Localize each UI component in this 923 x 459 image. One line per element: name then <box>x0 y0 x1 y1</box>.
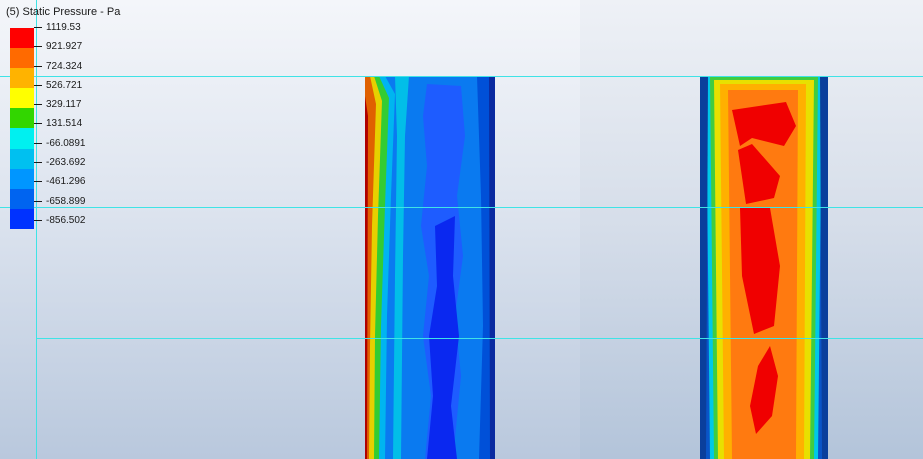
guide-line-horizontal <box>0 207 923 208</box>
legend-swatch <box>10 148 34 169</box>
legend-label: 131.514 <box>34 118 85 137</box>
pressure-band <box>489 76 495 459</box>
legend-swatch <box>10 88 34 109</box>
legend-label: -856.502 <box>34 215 85 234</box>
low-pressure-core <box>427 216 459 459</box>
pressure-band <box>820 76 828 459</box>
guide-line-horizontal <box>36 338 923 339</box>
legend-label: 724.324 <box>34 61 85 80</box>
legend-label: -461.296 <box>34 176 85 195</box>
pressure-band <box>365 96 368 459</box>
legend-label: 329.117 <box>34 99 85 118</box>
legend-label: 526.721 <box>34 80 85 99</box>
legend-swatch <box>10 108 34 129</box>
legend-label: 1119.53 <box>34 22 85 41</box>
high-pressure-core <box>740 208 780 334</box>
legend-swatch <box>10 48 34 69</box>
pressure-band <box>700 76 708 459</box>
left-cylinder-pressure-contour <box>365 76 495 459</box>
legend-swatch <box>10 128 34 149</box>
legend-label: -263.692 <box>34 157 85 176</box>
high-pressure-core <box>738 144 780 204</box>
legend-label: 921.927 <box>34 41 85 60</box>
high-pressure-core <box>732 102 796 146</box>
legend-swatch <box>10 28 34 49</box>
legend-labels: 1119.53 921.927 724.324 526.721 329.117 131.5… <box>34 22 85 234</box>
legend-swatch <box>10 168 34 189</box>
legend-swatch <box>10 68 34 89</box>
high-pressure-core <box>750 346 778 434</box>
legend-swatch <box>10 188 34 209</box>
guide-line-vertical <box>36 0 37 459</box>
legend-label: -66.0891 <box>34 138 85 157</box>
pressure-band <box>393 76 409 459</box>
legend-swatch <box>10 208 34 229</box>
guide-line-horizontal <box>0 76 923 77</box>
right-cylinder-pressure-contour <box>700 76 828 459</box>
legend-title: (5) Static Pressure - Pa <box>6 6 121 18</box>
legend-color-scale <box>10 28 34 229</box>
legend-label: -658.899 <box>34 196 85 215</box>
pressure-legend: (5) Static Pressure - Pa 1119.53 921.927 7… <box>0 0 180 240</box>
